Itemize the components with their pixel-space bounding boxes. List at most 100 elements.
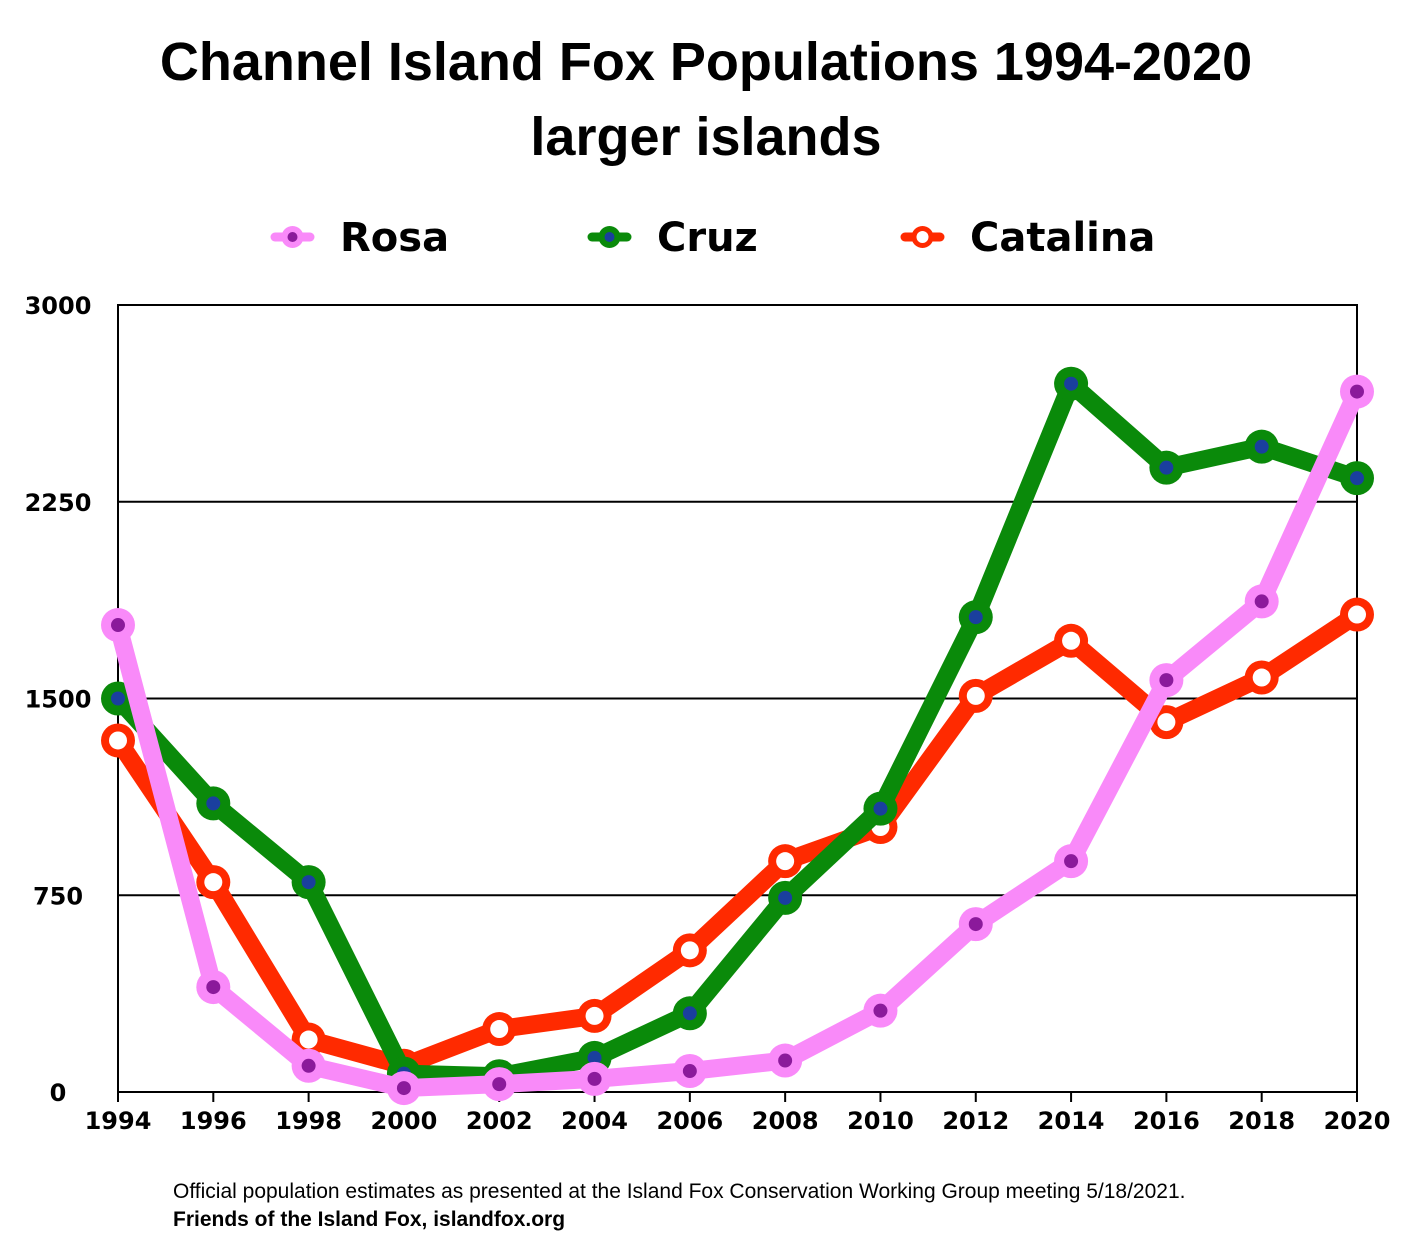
y-axis-ticks: 0 750 1500 2250 3000	[25, 292, 92, 1107]
data-point-center	[1252, 668, 1271, 687]
data-point-rosa-2020	[1340, 374, 1374, 409]
data-point-center	[111, 618, 125, 633]
data-point-center	[587, 1071, 602, 1086]
data-point-rosa-1998	[291, 1048, 326, 1083]
chart-title-line-2: larger islands	[530, 107, 881, 167]
data-point-center	[396, 1081, 411, 1096]
x-tick-label-2018: 2018	[1228, 1107, 1295, 1135]
data-point-rosa-1994	[101, 608, 135, 643]
data-point-center	[490, 1020, 509, 1039]
data-point-center	[968, 917, 983, 932]
data-point-center	[204, 873, 223, 892]
y-tick-label-3000: 3000	[25, 292, 92, 320]
x-tick-label-2008: 2008	[752, 1107, 819, 1135]
data-point-catalina-2002	[482, 1012, 517, 1047]
data-point-rosa-2018	[1244, 584, 1279, 619]
x-axis-ticks: 1994 1996 1998 2000 2002 2004 2006 2008 2010 2012…	[85, 1092, 1391, 1135]
data-point-catalina-1994	[101, 723, 135, 758]
data-point-cruz-2016	[1149, 450, 1184, 485]
data-point-rosa-2006	[672, 1054, 707, 1089]
data-point-center	[1348, 605, 1366, 624]
data-point-cruz-2012	[958, 600, 993, 635]
x-tick-label-2020: 2020	[1324, 1107, 1391, 1135]
x-tick-label-2010: 2010	[847, 1107, 914, 1135]
data-point-center	[1062, 631, 1081, 650]
data-point-rosa-2000	[386, 1071, 421, 1106]
data-point-rosa-2012	[958, 907, 993, 942]
x-tick-label-2002: 2002	[466, 1107, 533, 1135]
data-point-center	[778, 1053, 793, 1068]
data-point-center	[682, 1064, 697, 1079]
series-cruz	[101, 366, 1374, 1094]
data-point-rosa-2002	[482, 1067, 517, 1102]
data-point-cruz-2008	[768, 880, 803, 915]
x-tick-label-2012: 2012	[942, 1107, 1009, 1135]
data-point-cruz-2014	[1054, 366, 1089, 401]
data-point-center	[111, 691, 125, 706]
data-point-center	[1254, 594, 1269, 609]
data-point-center	[299, 1030, 318, 1049]
data-point-cruz-1996	[196, 786, 231, 821]
data-point-center	[1157, 713, 1176, 732]
data-point-center	[873, 1003, 888, 1018]
data-point-cruz-2020	[1340, 461, 1374, 496]
data-point-catalina-2018	[1244, 660, 1279, 695]
data-point-center	[587, 1050, 602, 1065]
data-point-catalina-2014	[1054, 623, 1089, 658]
x-tick-label-2016: 2016	[1133, 1107, 1200, 1135]
data-point-center	[680, 941, 699, 960]
data-point-cruz-1998	[291, 865, 326, 900]
data-point-center	[492, 1077, 507, 1092]
data-point-center	[206, 796, 221, 811]
data-point-center	[1254, 439, 1269, 454]
data-point-rosa-2008	[768, 1043, 803, 1078]
data-point-center	[778, 890, 793, 905]
footer-source-note: Official population estimates as present…	[173, 1180, 1186, 1203]
y-tick-label-1500: 1500	[25, 686, 92, 714]
legend-item-rosa: Rosa	[270, 215, 449, 261]
chart-legend: Rosa Cruz Catalina	[270, 215, 1155, 261]
data-point-center	[301, 875, 316, 890]
legend-swatch-dot	[287, 232, 298, 242]
x-tick-label-2006: 2006	[656, 1107, 723, 1135]
data-point-rosa-2004	[577, 1061, 612, 1096]
data-point-catalina-2006	[672, 933, 707, 968]
data-point-center	[1064, 854, 1079, 869]
data-point-center	[109, 731, 127, 750]
series-line-cruz	[109, 374, 1366, 1086]
legend-swatch-dot	[604, 232, 615, 242]
legend-item-cruz: Cruz	[587, 215, 758, 261]
data-point-cruz-2018	[1244, 429, 1279, 464]
data-point-catalina-2008	[768, 844, 803, 879]
x-tick-label-1998: 1998	[275, 1107, 342, 1135]
data-point-rosa-1996	[196, 970, 231, 1005]
data-point-rosa-2016	[1149, 663, 1184, 698]
data-point-center	[1064, 376, 1079, 391]
data-point-center	[968, 610, 983, 625]
data-point-cruz-2006	[672, 996, 707, 1031]
data-point-center	[682, 1006, 697, 1021]
legend-item-catalina: Catalina	[900, 215, 1155, 261]
data-point-center	[776, 852, 795, 871]
data-point-catalina-2012	[958, 678, 993, 713]
x-tick-label-1994: 1994	[85, 1107, 152, 1135]
series-rosa	[101, 374, 1374, 1106]
data-point-catalina-2004	[577, 998, 612, 1033]
data-point-catalina-1996	[196, 865, 231, 900]
footer-credit: Friends of the Island Fox, islandfox.org	[173, 1208, 566, 1231]
series-line-rosa	[109, 382, 1366, 1098]
data-point-cruz-2010	[863, 791, 898, 826]
x-tick-label-1996: 1996	[180, 1107, 247, 1135]
legend-label-catalina: Catalina	[970, 215, 1155, 261]
data-point-center	[966, 686, 985, 705]
x-tick-label-2000: 2000	[371, 1107, 438, 1135]
data-point-center	[1159, 460, 1174, 475]
y-tick-label-0: 0	[50, 1079, 67, 1107]
chart-title: Channel Island Fox Populations 1994-2020…	[160, 32, 1252, 167]
legend-label-cruz: Cruz	[657, 215, 758, 261]
data-point-center	[1350, 471, 1364, 486]
data-point-rosa-2014	[1054, 844, 1089, 879]
y-tick-label-2250: 2250	[25, 489, 92, 517]
data-point-center	[1350, 384, 1364, 399]
